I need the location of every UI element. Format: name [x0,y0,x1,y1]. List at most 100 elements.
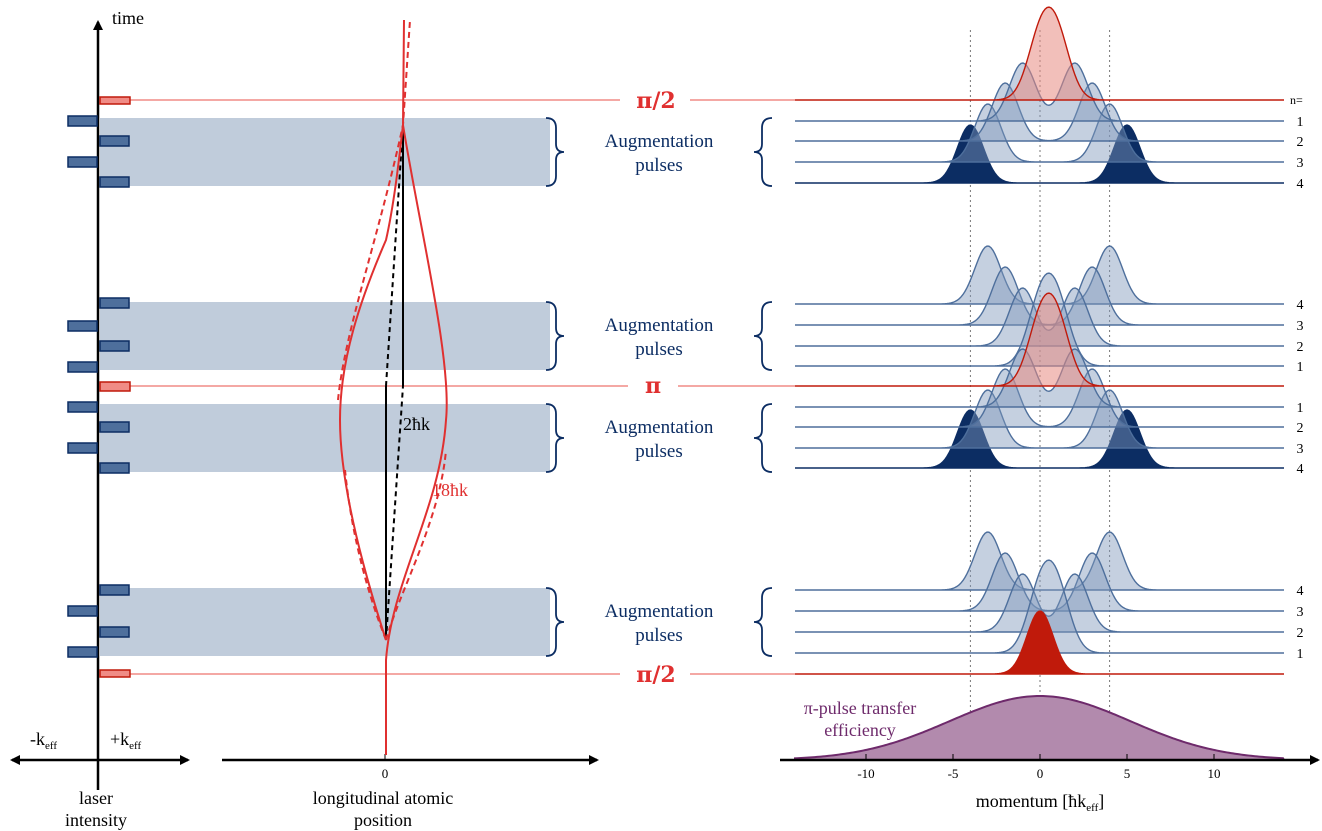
augmentation-label-3-line2: pulses [635,441,683,462]
laser-pulse-minus-6 [67,442,98,454]
augmentation-label-2-line2: pulses [635,339,683,360]
laser-pulse-minus-7 [67,605,98,617]
momentum-tick-label: 10 [1208,766,1221,781]
distribution-g3-pi [795,292,1284,387]
n-label-g4-4: 1 [1297,647,1304,662]
laser-pulse-plus-5 [99,421,130,433]
transfer-efficiency-curve [794,695,1286,761]
brace-right-4 [545,587,565,657]
momentum-ticks: -10 -5 0 5 10 [857,754,1221,781]
augmentation-label-1-line2: pulses [635,155,683,176]
pulse-labels: π/2 π π/2 [636,88,675,688]
laser-pulse-plus-1 [99,135,130,147]
laser-pulse-minus-3 [67,320,98,332]
time-axis-label: time [112,8,144,28]
brace-left-2 [753,301,773,371]
n-label-g4-1: 4 [1297,584,1304,599]
n-label-g2-4: 1 [1297,360,1304,375]
laser-caption-line2: intensity [65,810,127,830]
pi-half-pulse-top [99,96,131,105]
momentum-tick-label: 5 [1124,766,1131,781]
laser-pulse-plus-8 [99,626,130,638]
augmentation-label-4-line2: pulses [635,625,683,646]
n-label-g2-2: 3 [1297,319,1304,334]
laser-pulse-minus-8 [67,646,98,658]
momentum-caption: momentum [ħkeff] [976,791,1105,814]
laser-caption-line1: laser [79,788,113,808]
laser-pulse-minus-5 [67,401,98,413]
n-label-g2-1: 4 [1297,298,1304,313]
augmentation-label-3-line1: Augmentation [605,417,714,438]
augmentation-band-1 [100,118,550,186]
brace-left-4 [753,587,773,657]
n-label-g3-1: 1 [1297,401,1304,416]
distribution-g4-n4 [795,531,1284,591]
pulse-lines [100,99,795,675]
red-arm-label: 18ħk [432,480,468,500]
laser-intensity-panel: time -keff +keff laser intensity [10,8,190,830]
n-label-g3-2: 2 [1297,421,1304,436]
distribution-g1-n2 [795,82,1284,142]
laser-pulse-plus-6 [99,462,130,474]
n-label-g4-3: 2 [1297,626,1304,641]
distribution-g3-n2 [795,368,1284,428]
n-label-g4-2: 3 [1297,605,1304,620]
laser-pulse-plus-4 [99,340,130,352]
n-label-g1-1: 1 [1297,115,1304,130]
momentum-panel: -10 -5 0 5 10 momentum [ħkeff] π-pulse trans… [780,6,1320,814]
position-panel: 0 longitudinal atomic position 2ħk 18ħk [222,19,599,830]
position-caption-line1: longitudinal atomic [313,788,453,808]
plus-keff-label: +keff [110,729,142,752]
augmentation-band-3 [100,404,550,472]
laser-pulse-plus-7 [99,584,130,596]
momentum-tick-label: -5 [948,766,959,781]
red-arm-dashed-right [385,449,447,641]
distribution-g3-n4 [795,409,1284,469]
position-caption-line2: position [354,810,412,830]
distribution-g4-pi-half [795,610,1284,675]
pi-pulse-middle [99,381,131,392]
minus-keff-label: -keff [30,729,57,752]
laser-pulse-minus-1 [67,115,98,127]
red-arm-dashed-left [337,19,411,641]
n-label-g1-4: 4 [1297,177,1304,192]
black-arm-dashed-upper [385,124,404,387]
pi-half-bottom-label: π/2 [636,662,675,688]
red-arm-left-solid [338,124,404,641]
brace-right-2 [545,301,565,371]
augmentation-bands [100,118,550,656]
momentum-tick-label: 0 [1037,766,1044,781]
efficiency-curve [794,695,1286,761]
augmentation-band-2 [100,302,550,370]
distribution-g3-n3 [795,389,1284,449]
laser-pulse-plus-2 [99,176,130,188]
laser-pulse-minus-2 [67,156,98,168]
augmentation-band-4 [100,588,550,656]
pi-half-pulse-bottom [99,669,131,678]
laser-pulse-markers [67,115,130,658]
augmentation-labels: Augmentation pulses Augmentation pulses Augm… [545,117,773,657]
brace-right-3 [545,403,565,473]
black-arm-dashed-lower [385,385,404,641]
momentum-distributions [795,6,1284,675]
momentum-tick-label: -10 [857,766,874,781]
laser-pulse-minus-4 [67,361,98,373]
laser-pulse-plus-3 [99,297,130,309]
distribution-g1-n3 [795,103,1284,163]
brace-left-3 [753,403,773,473]
brace-left-1 [753,117,773,187]
efficiency-label-line2: efficiency [824,720,896,740]
augmentation-label-2-line1: Augmentation [605,315,714,336]
brace-right-1 [545,117,565,187]
pi-half-top-label: π/2 [636,88,675,114]
augmentation-label-1-line1: Augmentation [605,131,714,152]
pi-middle-label: π [645,373,661,399]
red-arm-right-solid [385,19,448,755]
n-label-g3-3: 3 [1297,442,1304,457]
black-arm-label: 2ħk [403,414,430,434]
n-header: n= [1290,93,1303,107]
distribution-g1-n4 [795,124,1284,184]
position-zero-label: 0 [382,766,389,781]
n-label-g2-3: 2 [1297,340,1304,355]
